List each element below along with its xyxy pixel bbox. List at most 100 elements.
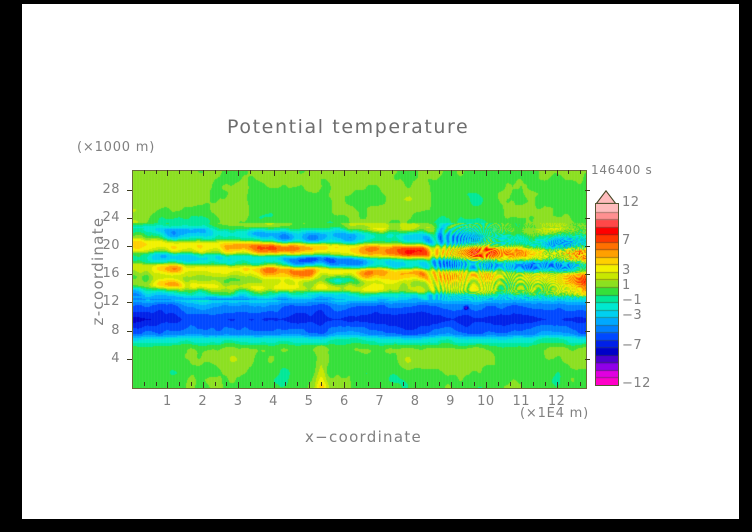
- y-axis-tick-mark: [585, 274, 590, 275]
- x-axis-tick-mark: [203, 382, 204, 388]
- colorbar-top-arrow-icon: [595, 190, 617, 204]
- y-axis-tick-mark: [127, 331, 132, 332]
- x-tick-label: 7: [375, 394, 385, 409]
- y-tick-label: 20: [102, 238, 120, 254]
- x-axis-tick-mark: [415, 382, 416, 388]
- x-axis-tick-mark: [392, 170, 393, 174]
- figure-page: Potential temperature (×1000 m) z-coordi…: [22, 4, 739, 519]
- x-axis-tick-mark: [462, 382, 463, 386]
- x-tick-label: 11: [512, 394, 531, 409]
- x-axis-tick-mark: [392, 382, 393, 386]
- x-axis-tick-mark: [191, 382, 192, 386]
- x-axis-tick-mark: [226, 170, 227, 174]
- temperature-field-canvas: [133, 171, 586, 388]
- y-axis-tick-mark: [127, 302, 132, 303]
- x-axis-tick-mark: [427, 170, 428, 174]
- x-axis-tick-mark: [462, 170, 463, 174]
- colorbar-tick-label: −1: [622, 293, 643, 309]
- y-axis-tick-mark: [585, 359, 590, 360]
- x-axis-tick-mark: [521, 170, 522, 176]
- x-tick-label: 12: [547, 394, 566, 409]
- x-tick-label: 2: [198, 394, 208, 409]
- y-axis-tick-mark: [585, 218, 590, 219]
- x-axis-tick-mark: [144, 170, 145, 174]
- x-axis-tick-mark: [474, 170, 475, 174]
- x-axis-tick-mark: [380, 170, 381, 176]
- colorbar-gradient-canvas: [595, 203, 619, 386]
- x-axis-tick-mark: [179, 170, 180, 174]
- x-axis-tick-mark: [568, 170, 569, 174]
- x-axis-tick-mark: [321, 382, 322, 386]
- y-axis-unit-label: (×1000 m): [77, 140, 156, 155]
- colorbar: [595, 190, 619, 386]
- colorbar-tick-label: 7: [622, 232, 631, 248]
- x-axis-tick-mark: [545, 170, 546, 174]
- x-axis-tick-mark: [309, 170, 310, 176]
- x-axis-tick-mark: [179, 382, 180, 386]
- x-axis-tick-mark: [498, 170, 499, 174]
- x-axis-tick-mark: [191, 170, 192, 174]
- x-tick-label: 9: [446, 394, 455, 409]
- x-axis-tick-mark: [533, 382, 534, 386]
- x-axis-tick-mark: [510, 382, 511, 386]
- x-axis-tick-mark: [262, 382, 263, 386]
- y-axis-tick-mark: [585, 302, 590, 303]
- colorbar-tick-label: −7: [622, 338, 643, 354]
- x-axis-tick-mark: [250, 170, 251, 174]
- x-axis-tick-mark: [156, 170, 157, 174]
- x-axis-tick-mark: [368, 382, 369, 386]
- x-axis-tick-mark: [403, 382, 404, 386]
- page-title: Potential temperature: [227, 116, 470, 138]
- y-axis-tick-mark: [127, 218, 132, 219]
- x-axis-tick-mark: [439, 382, 440, 386]
- x-axis-tick-mark: [297, 382, 298, 386]
- x-axis-tick-mark: [557, 382, 558, 388]
- x-axis-tick-mark: [451, 382, 452, 388]
- x-axis-tick-mark: [415, 170, 416, 176]
- x-axis-tick-mark: [580, 382, 581, 386]
- colorbar-tick-label: 1: [622, 277, 631, 293]
- colorbar-tick-label: −3: [622, 308, 643, 324]
- x-axis-tick-mark: [274, 170, 275, 176]
- colorbar-tick-label: 3: [622, 262, 631, 278]
- x-axis-tick-mark: [167, 382, 168, 388]
- y-tick-label: 24: [102, 209, 120, 225]
- x-axis-tick-mark: [403, 170, 404, 174]
- timestamp-label: 146400 s: [591, 163, 653, 177]
- x-tick-label: 10: [477, 394, 495, 409]
- x-axis-unit-label: (×1E4 m): [520, 406, 589, 421]
- x-axis-tick-mark: [344, 170, 345, 176]
- x-axis-tick-mark: [521, 382, 522, 388]
- x-axis-tick-mark: [226, 382, 227, 386]
- x-axis-tick-mark: [510, 170, 511, 174]
- x-tick-label: 3: [233, 394, 243, 409]
- x-axis-tick-mark: [380, 382, 381, 388]
- y-tick-label: 12: [102, 294, 120, 310]
- y-tick-label: 4: [111, 350, 120, 366]
- x-axis-tick-mark: [451, 170, 452, 176]
- x-axis-tick-mark: [498, 382, 499, 386]
- x-axis-tick-mark: [203, 170, 204, 176]
- y-axis-tick-mark: [127, 190, 132, 191]
- x-axis-tick-mark: [167, 170, 168, 176]
- x-axis-tick-mark: [262, 170, 263, 174]
- x-axis-tick-mark: [309, 382, 310, 388]
- x-axis-tick-mark: [321, 170, 322, 174]
- x-axis-tick-mark: [156, 382, 157, 386]
- x-axis-tick-mark: [274, 382, 275, 388]
- x-tick-label: 8: [410, 394, 420, 409]
- y-tick-label: 8: [111, 322, 120, 338]
- x-axis-tick-mark: [356, 382, 357, 386]
- x-axis-tick-mark: [486, 382, 487, 388]
- x-tick-label: 4: [269, 394, 278, 409]
- x-axis-tick-mark: [368, 170, 369, 174]
- x-axis-tick-mark: [474, 382, 475, 386]
- x-axis-tick-mark: [238, 382, 239, 388]
- x-axis-tick-mark: [285, 382, 286, 386]
- y-tick-label: 28: [102, 181, 120, 197]
- x-axis-tick-mark: [250, 382, 251, 386]
- y-axis-tick-mark: [127, 274, 132, 275]
- x-axis-tick-mark: [356, 170, 357, 174]
- y-axis-tick-mark: [585, 331, 590, 332]
